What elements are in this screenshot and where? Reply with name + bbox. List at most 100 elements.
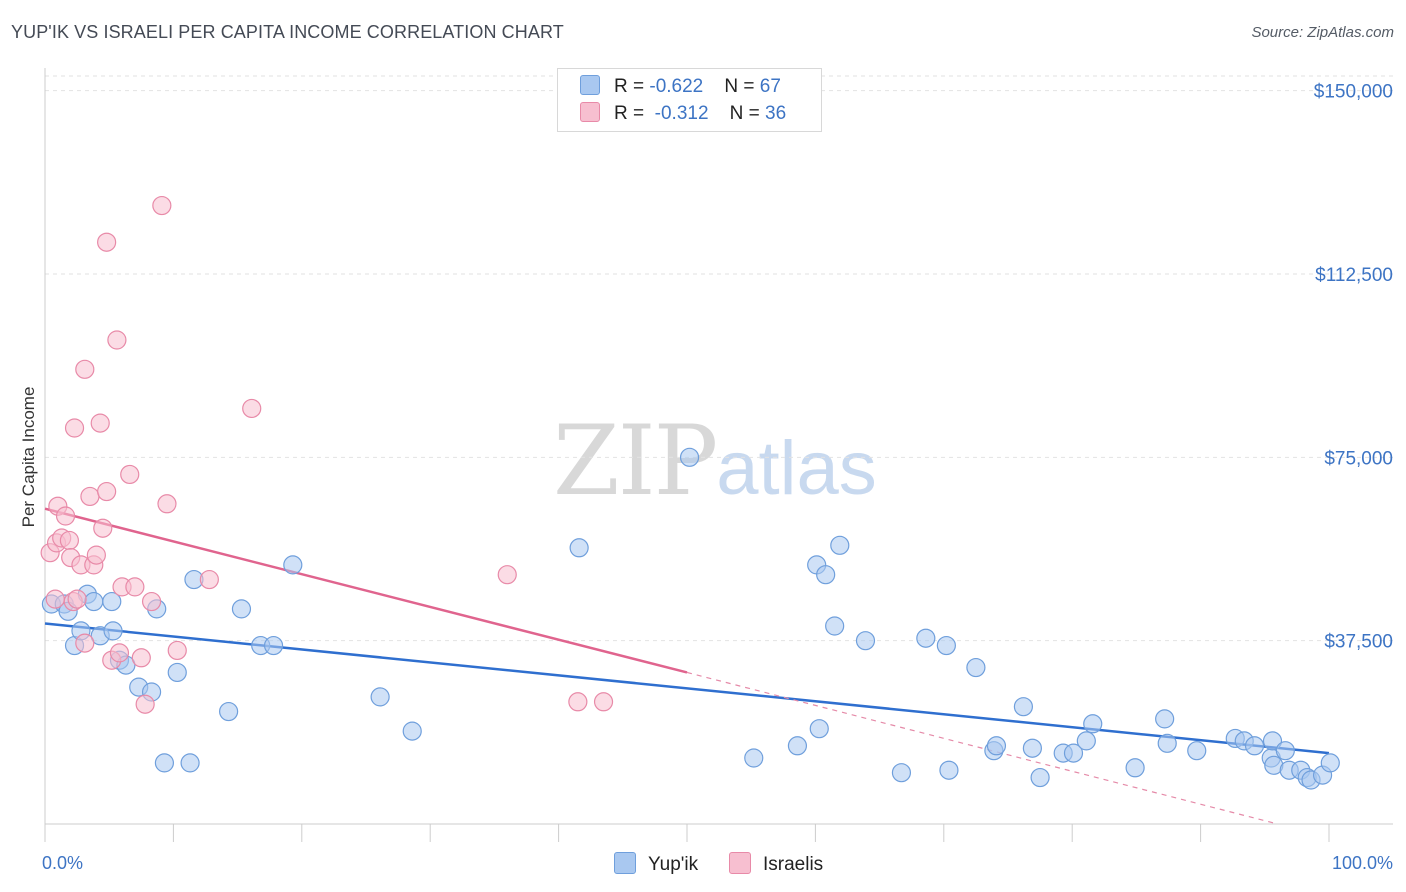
point-yupik [1155,709,1175,729]
point-yupik [830,535,850,555]
point-yupik [855,631,876,651]
point-yupik [1013,697,1034,717]
point-yupik [569,538,589,558]
data-points [40,195,1340,790]
point-israelis [497,565,517,585]
point-yupik [1022,738,1042,758]
x-tick-label: 100.0% [1332,853,1393,873]
point-yupik [1157,733,1177,753]
point-yupik [939,760,959,780]
point-israelis [97,481,117,502]
gridlines [45,75,1393,642]
point-israelis [67,589,87,609]
point-israelis [125,577,145,597]
legend-swatch-yupik [580,75,600,95]
point-israelis [86,545,106,565]
legend-r-value: -0.312 [654,103,709,124]
point-yupik [1030,767,1050,788]
point-yupik [1244,736,1265,756]
point-yupik [679,447,700,467]
point-yupik [103,621,123,641]
bottom-legend-swatch-israelis [729,852,751,874]
legend-r-label: R = [614,76,650,97]
point-yupik [1083,714,1103,734]
point-yupik [402,721,422,741]
x-tick-label: 0.0% [42,853,83,873]
correlation-legend: R = -0.622 N = 67 R = -0.312 N = 36 [557,68,822,132]
bottom-legend-label: Israelis [763,854,824,875]
legend-n-value: 67 [759,76,781,97]
point-israelis [199,569,219,590]
point-israelis [568,692,588,712]
y-tick-label: $112,500 [1315,265,1393,286]
axes [44,68,1393,842]
point-yupik [1320,753,1340,773]
point-israelis [109,643,130,663]
legend-n-label: N = [729,103,766,124]
legend-swatch-israelis [580,102,600,122]
point-yupik [1125,758,1145,778]
point-yupik [370,687,390,707]
point-israelis [242,398,262,419]
point-israelis [75,359,95,379]
y-tick-label: $150,000 [1314,82,1393,103]
point-yupik [936,635,956,656]
y-tick-label: $37,500 [1324,632,1393,653]
point-yupik [916,628,936,648]
point-israelis [45,589,65,609]
point-israelis [120,464,140,485]
legend-row-israelis: R = -0.312 N = 36 [580,102,786,128]
point-yupik [219,701,239,722]
legend-r-value: -0.622 [649,76,704,97]
y-axis-label: Per Capita Income [19,387,38,528]
point-yupik [816,565,836,585]
bottom-legend-yupik: Yup'ik [614,852,698,876]
point-yupik [263,635,284,656]
point-israelis [97,232,117,252]
trend-line-yupik [44,622,1330,755]
bottom-legend-swatch-yupik [614,852,636,874]
point-israelis [593,692,614,712]
point-yupik [891,763,912,783]
legend-n-label: N = [724,76,760,97]
point-israelis [152,195,172,216]
point-yupik [84,591,104,612]
point-yupik [966,657,986,678]
point-israelis [135,694,155,714]
bottom-legend-israelis: Israelis [729,852,823,876]
legend-row-yupik: R = -0.622 N = 67 [580,75,781,101]
point-israelis [107,330,127,350]
point-yupik [154,753,175,773]
point-yupik [283,555,303,575]
point-israelis [90,413,110,433]
point-yupik [1275,741,1295,761]
point-israelis [64,418,85,438]
point-israelis [59,530,79,551]
point-yupik [1076,731,1096,751]
point-israelis [141,591,162,612]
legend-r-label: R = [614,103,650,124]
point-yupik [167,662,187,683]
source-label: Source: ZipAtlas.com [1251,24,1394,41]
y-tick-label: $75,000 [1324,448,1393,469]
point-yupik [809,719,829,739]
point-yupik [102,591,122,612]
point-yupik [744,748,764,768]
point-yupik [231,599,252,619]
point-israelis [75,633,95,653]
axis-labels: $37,500 $75,000 $112,500 $150,000 0.0% 100.0%… [19,82,1393,873]
point-israelis [80,486,100,507]
legend-n-value: 36 [765,103,787,124]
point-israelis [93,518,113,538]
bottom-legend-label: Yup'ik [648,854,699,875]
point-israelis [167,640,187,661]
point-yupik [825,616,845,636]
point-israelis [157,494,177,514]
trend-line-israelis-extension [686,671,1278,825]
trend-line-israelis [44,507,688,674]
point-yupik [1063,743,1084,763]
point-yupik [1187,741,1207,761]
point-yupik [787,736,808,756]
point-israelis [55,506,76,526]
